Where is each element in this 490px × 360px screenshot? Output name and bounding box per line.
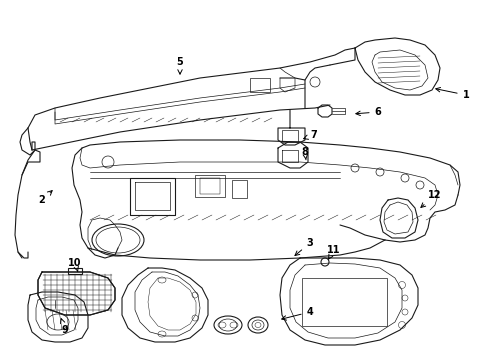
Bar [282,130,298,142]
Text: 5: 5 [176,57,183,74]
Bar [200,178,220,194]
Text: 2: 2 [39,191,52,205]
Text: 1: 1 [436,87,469,100]
Text: 10: 10 [68,258,82,271]
Text: 7: 7 [304,130,318,140]
Text: 11: 11 [327,245,341,259]
Text: 12: 12 [421,190,442,207]
Bar [302,278,387,326]
Text: 4: 4 [282,307,314,320]
Bar [250,78,270,92]
Bar [232,180,247,198]
Text: 6: 6 [356,107,381,117]
Bar [68,268,82,274]
Text: 8: 8 [301,147,308,160]
Bar [195,175,225,197]
Text: 9: 9 [61,319,69,335]
Text: 3: 3 [295,238,314,256]
